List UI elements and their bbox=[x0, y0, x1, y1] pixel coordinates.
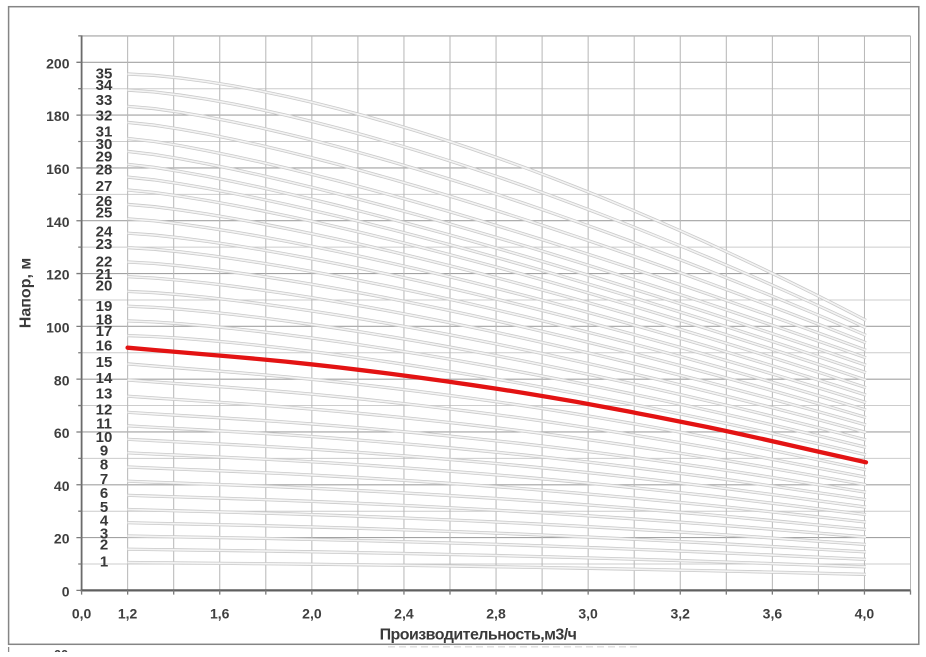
svg-text:28: 28 bbox=[96, 162, 113, 179]
svg-text:200: 200 bbox=[46, 55, 70, 71]
svg-text:100: 100 bbox=[46, 319, 70, 335]
svg-text:1: 1 bbox=[100, 554, 108, 571]
svg-text:40: 40 bbox=[54, 478, 70, 494]
svg-text:20: 20 bbox=[96, 277, 113, 294]
svg-text:2,0: 2,0 bbox=[302, 605, 322, 621]
svg-text:23: 23 bbox=[96, 236, 113, 253]
svg-text:21: 21 bbox=[96, 266, 113, 283]
svg-text:0: 0 bbox=[62, 584, 70, 600]
svg-text:19: 19 bbox=[96, 298, 113, 315]
svg-text:32: 32 bbox=[96, 108, 113, 125]
svg-text:35: 35 bbox=[96, 65, 113, 82]
svg-text:34: 34 bbox=[96, 77, 113, 94]
svg-text:5: 5 bbox=[100, 499, 108, 516]
svg-text:24: 24 bbox=[96, 224, 113, 241]
svg-text:7: 7 bbox=[100, 471, 108, 488]
svg-text:1,2: 1,2 bbox=[118, 605, 138, 621]
svg-text:80: 80 bbox=[54, 372, 70, 388]
svg-text:29: 29 bbox=[96, 148, 113, 165]
svg-text:12: 12 bbox=[96, 402, 113, 419]
svg-text:60: 60 bbox=[54, 647, 68, 652]
svg-text:11: 11 bbox=[96, 416, 112, 433]
svg-text:33: 33 bbox=[96, 92, 113, 109]
svg-text:20: 20 bbox=[54, 531, 70, 547]
svg-text:160: 160 bbox=[46, 161, 70, 177]
svg-text:4: 4 bbox=[100, 513, 109, 530]
svg-text:140: 140 bbox=[46, 214, 70, 230]
svg-text:9: 9 bbox=[100, 443, 108, 460]
svg-text:2,4: 2,4 bbox=[394, 605, 414, 621]
svg-text:60: 60 bbox=[54, 425, 70, 441]
svg-text:180: 180 bbox=[46, 108, 70, 124]
svg-text:31: 31 bbox=[96, 123, 113, 140]
svg-text:120: 120 bbox=[46, 267, 70, 283]
svg-text:2,8: 2,8 bbox=[486, 605, 506, 621]
svg-text:13: 13 bbox=[96, 386, 113, 403]
svg-text:14: 14 bbox=[96, 370, 113, 387]
svg-text:26: 26 bbox=[96, 193, 113, 210]
svg-text:3,6: 3,6 bbox=[763, 605, 783, 621]
svg-text:15: 15 bbox=[96, 354, 113, 371]
svg-text:22: 22 bbox=[96, 253, 113, 270]
svg-text:17: 17 bbox=[96, 323, 113, 340]
svg-text:3,2: 3,2 bbox=[670, 605, 690, 621]
svg-text:8: 8 bbox=[100, 457, 108, 474]
svg-text:18: 18 bbox=[96, 311, 113, 328]
svg-text:25: 25 bbox=[96, 205, 113, 222]
svg-text:6: 6 bbox=[100, 485, 108, 502]
svg-text:Напор, м: Напор, м bbox=[18, 258, 35, 328]
svg-text:3,0: 3,0 bbox=[578, 605, 598, 621]
svg-text:Производительность,м3/ч: Производительность,м3/ч bbox=[380, 627, 577, 644]
svg-text:1,6: 1,6 bbox=[210, 605, 230, 621]
svg-text:30: 30 bbox=[96, 136, 113, 153]
svg-text:2: 2 bbox=[100, 537, 108, 554]
svg-text:0,0: 0,0 bbox=[72, 605, 92, 621]
svg-text:10: 10 bbox=[96, 429, 113, 446]
svg-text:27: 27 bbox=[96, 178, 113, 195]
svg-text:16: 16 bbox=[96, 338, 113, 355]
svg-text:3: 3 bbox=[100, 526, 108, 543]
svg-text:4,0: 4,0 bbox=[855, 605, 875, 621]
